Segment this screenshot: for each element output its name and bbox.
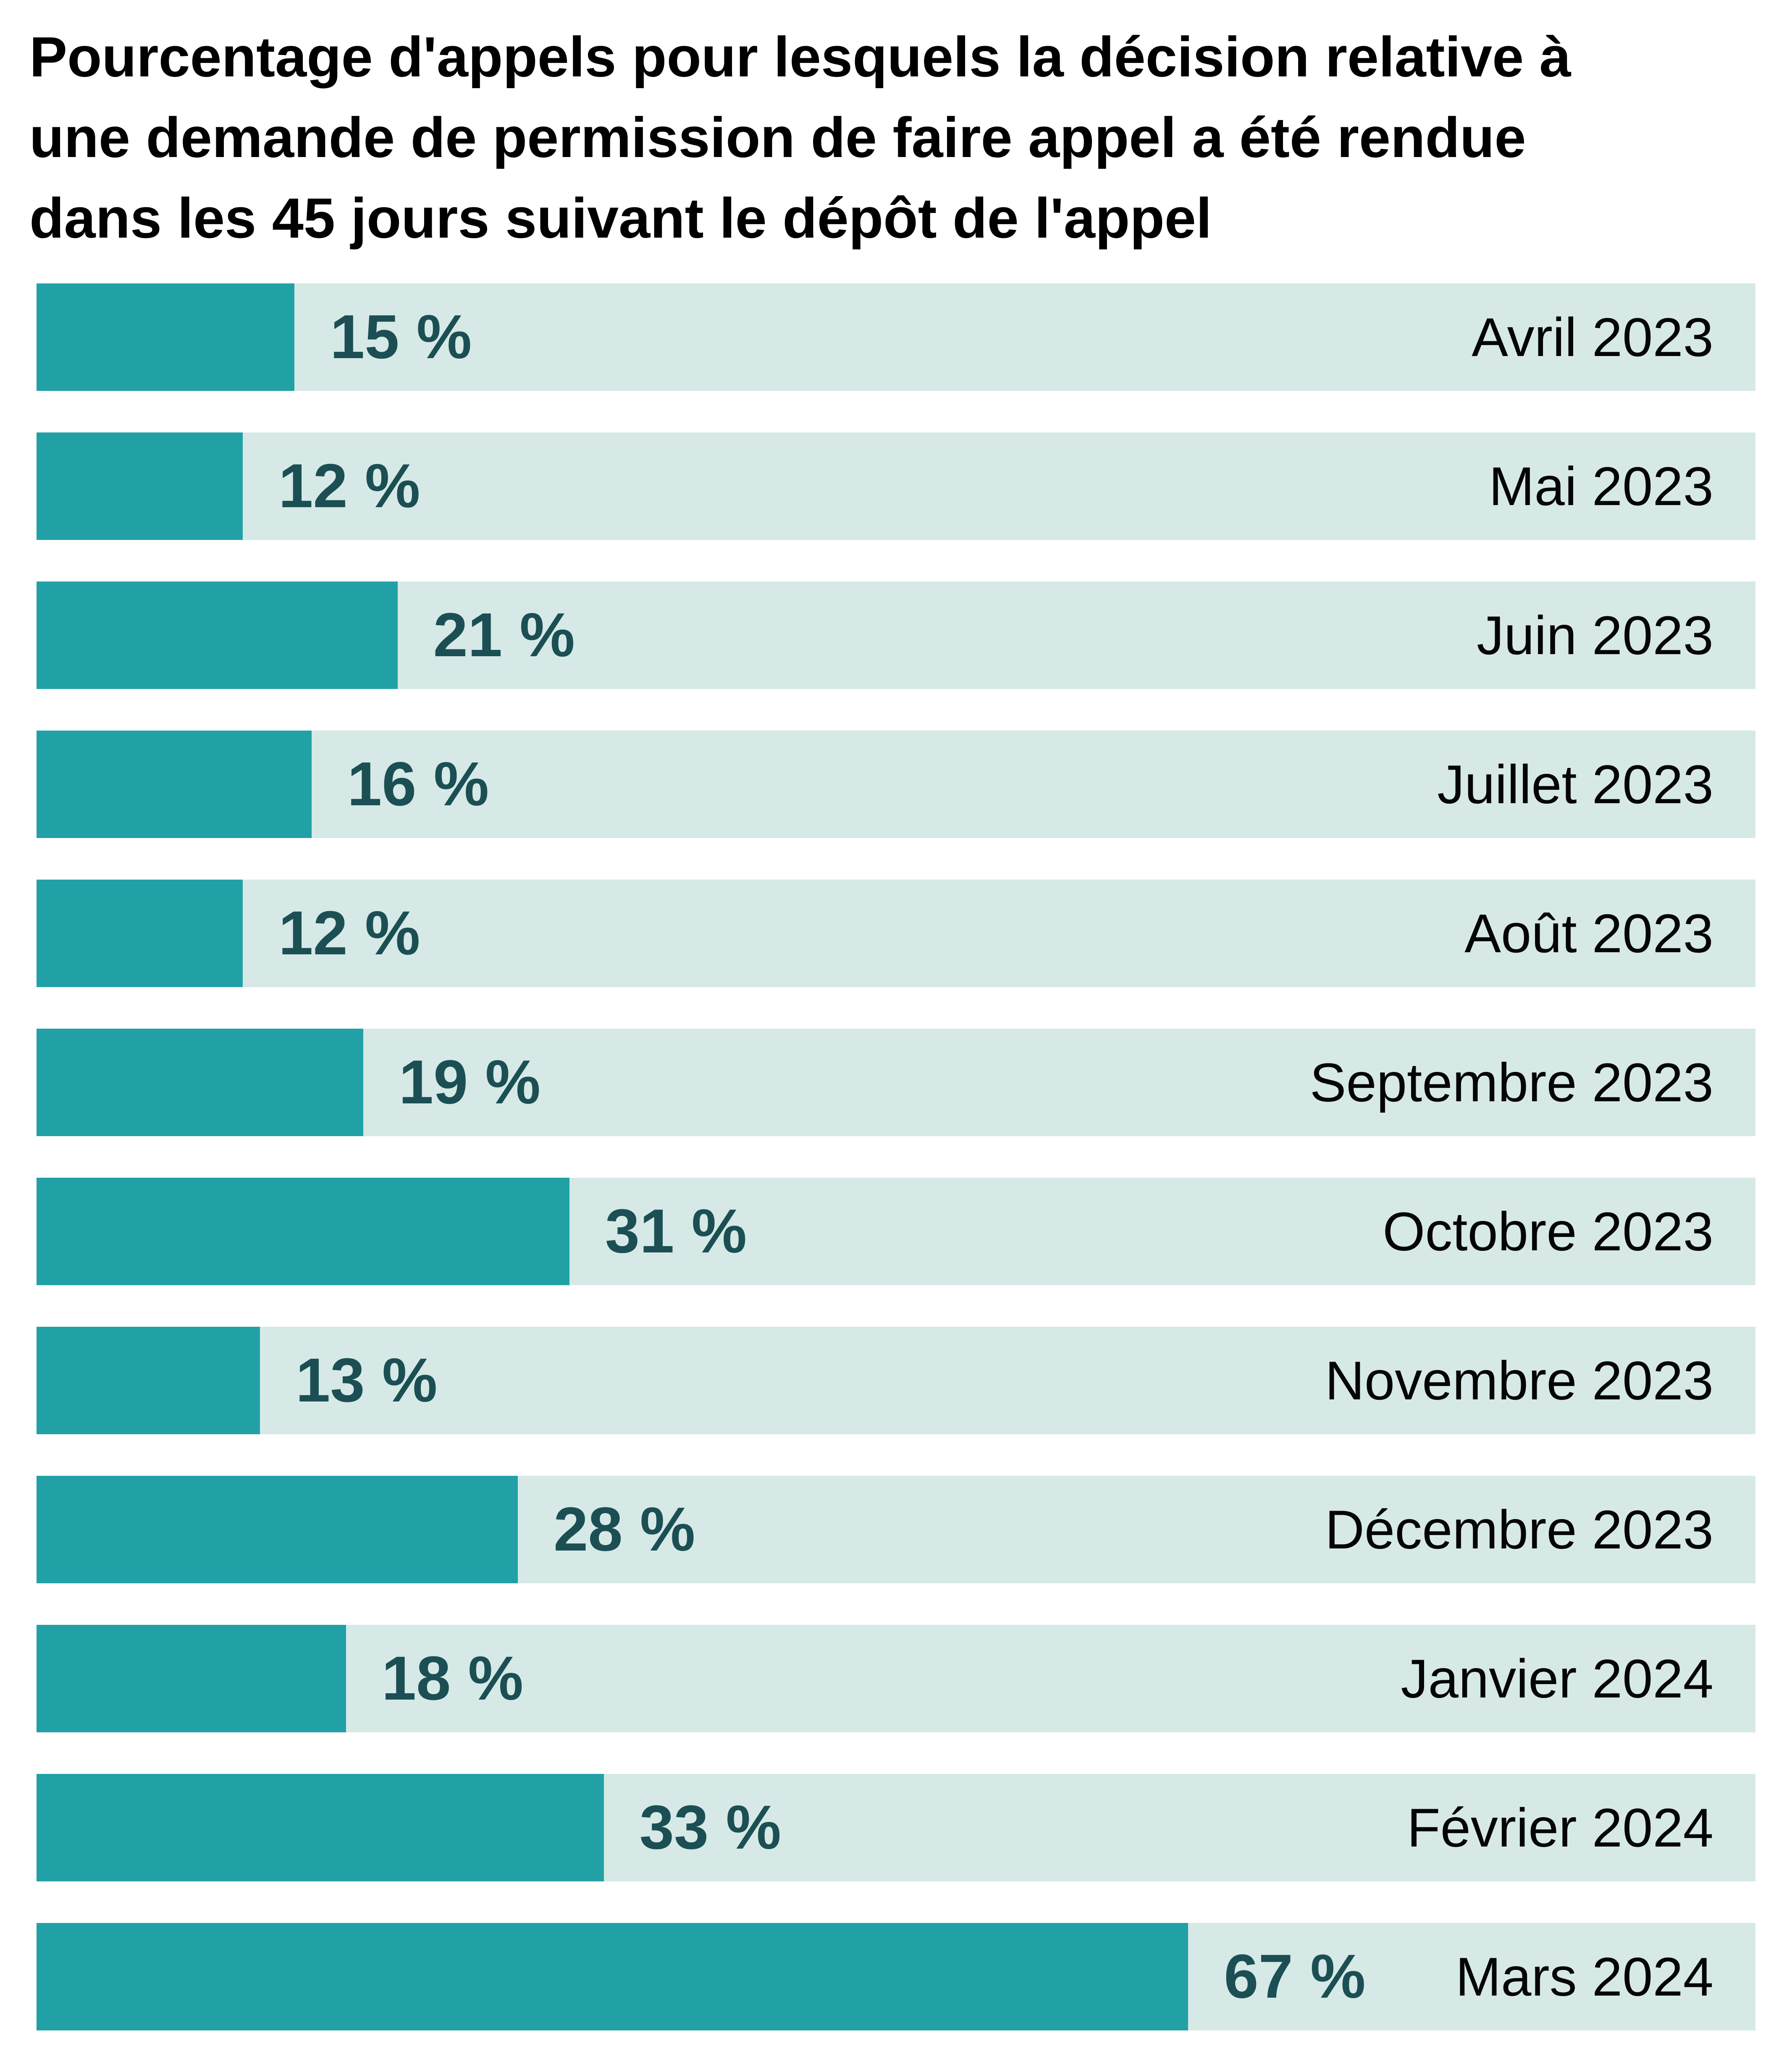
chart-title-line-1: Pourcentage d'appels pour lesquels la dé…: [29, 25, 1571, 89]
bar-value-label: 21 %: [433, 600, 575, 670]
bar-value-label: 19 %: [399, 1048, 540, 1117]
chart-title: Pourcentage d'appels pour lesquels la dé…: [29, 17, 1764, 259]
bar-row: 67 % Mars 2024: [37, 1923, 1755, 2030]
bar-row: 18 % Janvier 2024: [37, 1625, 1755, 1732]
bar-row: 19 % Septembre 2023: [37, 1029, 1755, 1136]
bar-row: 33 % Février 2024: [37, 1774, 1755, 1881]
bar-month-label: Septembre 2023: [1309, 1052, 1713, 1113]
bar-value-label: 15 %: [330, 302, 472, 372]
bar-fill: [37, 1178, 569, 1285]
bar-month-label: Janvier 2024: [1401, 1648, 1713, 1709]
bar-row: 15 % Avril 2023: [37, 283, 1755, 391]
bar-value-label: 33 %: [639, 1793, 782, 1862]
bar-month-label: Octobre 2023: [1383, 1201, 1713, 1262]
bar-fill: [37, 1029, 363, 1136]
bar-month-label: Novembre 2023: [1325, 1350, 1713, 1411]
bar-fill: [37, 432, 243, 540]
bar-value-label: 67 %: [1224, 1942, 1366, 2011]
bar-fill: [37, 731, 312, 838]
bar-month-label: Mai 2023: [1489, 456, 1713, 517]
bar-fill: [37, 1476, 518, 1583]
bar-chart: 15 % Avril 2023 12 % Mai 2023 21 % Juin …: [37, 283, 1755, 2072]
bar-month-label: Juin 2023: [1477, 605, 1713, 666]
bar-value-label: 28 %: [554, 1495, 695, 1564]
bar-month-label: Décembre 2023: [1325, 1499, 1713, 1560]
bar-row: 12 % Août 2023: [37, 880, 1755, 987]
bar-value-label: 16 %: [347, 749, 489, 819]
bar-month-label: Avril 2023: [1472, 306, 1713, 368]
bar-fill: [37, 283, 294, 391]
bar-month-label: Février 2024: [1407, 1797, 1713, 1858]
bar-value-label: 12 %: [278, 898, 420, 968]
bar-month-label: Juillet 2023: [1437, 754, 1713, 815]
bar-row: 13 % Novembre 2023: [37, 1327, 1755, 1434]
bar-row: 12 % Mai 2023: [37, 432, 1755, 540]
bar-fill: [37, 880, 243, 987]
chart-title-line-3: dans les 45 jours suivant le dépôt de l'…: [29, 186, 1212, 250]
chart-title-line-2: une demande de permission de faire appel…: [29, 106, 1526, 169]
bar-fill: [37, 1327, 260, 1434]
bar-value-label: 31 %: [605, 1197, 747, 1266]
bar-value-label: 12 %: [278, 451, 420, 521]
bar-row: 21 % Juin 2023: [37, 582, 1755, 689]
bar-month-label: Mars 2024: [1455, 1946, 1713, 2007]
bar-value-label: 13 %: [296, 1346, 438, 1415]
bar-row: 16 % Juillet 2023: [37, 731, 1755, 838]
bar-fill: [37, 1923, 1189, 2030]
bar-fill: [37, 582, 398, 689]
bar-month-label: Août 2023: [1464, 903, 1713, 964]
bar-fill: [37, 1625, 346, 1732]
bar-value-label: 18 %: [381, 1644, 524, 1713]
bar-row: 31 % Octobre 2023: [37, 1178, 1755, 1285]
bar-fill: [37, 1774, 604, 1881]
bar-row: 28 % Décembre 2023: [37, 1476, 1755, 1583]
